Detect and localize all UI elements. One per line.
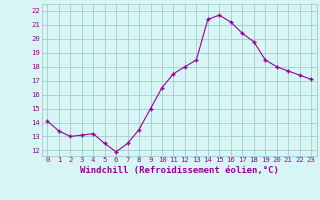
- X-axis label: Windchill (Refroidissement éolien,°C): Windchill (Refroidissement éolien,°C): [80, 166, 279, 175]
